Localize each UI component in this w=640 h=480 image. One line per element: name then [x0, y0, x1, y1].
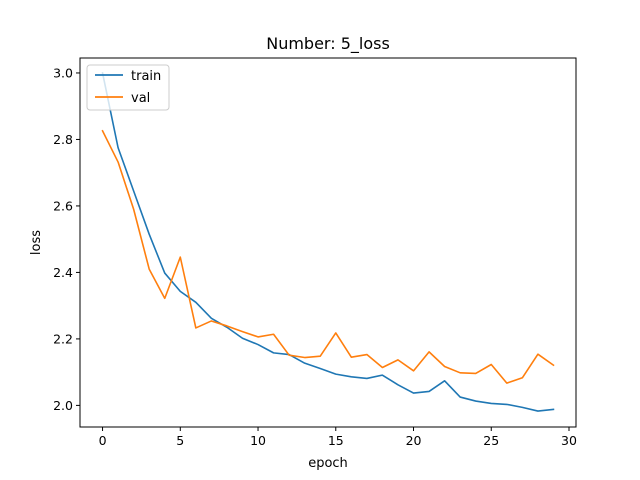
x-tick-label: 0 [99, 433, 107, 448]
y-tick-label: 2.0 [53, 398, 73, 413]
y-tick-label: 2.6 [53, 198, 73, 213]
series-line-val [101, 129, 555, 384]
x-tick-label: 30 [561, 433, 577, 448]
axes-frame [79, 57, 577, 428]
y-tick-label: 2.4 [53, 265, 73, 280]
x-tick-label: 15 [328, 433, 344, 448]
legend-label-train: train [131, 69, 161, 84]
y-tick-label: 2.8 [53, 132, 73, 147]
x-tick-label: 10 [250, 433, 266, 448]
series-line-train [101, 72, 555, 412]
x-axis-label: epoch [308, 456, 348, 471]
chart-title: Number: 5_loss [266, 34, 390, 54]
x-tick-label: 20 [406, 433, 422, 448]
x-tick-label: 25 [483, 433, 499, 448]
x-tick-label: 5 [176, 433, 184, 448]
legend-label-val: val [131, 91, 150, 106]
plot-lines [101, 72, 555, 412]
y-axis-label: loss [29, 230, 44, 255]
x-axis-ticks: 0 5 10 15 20 25 30 [99, 427, 577, 448]
legend-box [86, 64, 170, 111]
legend: train val [86, 64, 170, 111]
y-axis-ticks: 2.0 2.2 2.4 2.6 2.8 3.0 [53, 65, 80, 413]
y-tick-label: 2.2 [53, 331, 73, 346]
y-tick-label: 3.0 [53, 65, 73, 80]
